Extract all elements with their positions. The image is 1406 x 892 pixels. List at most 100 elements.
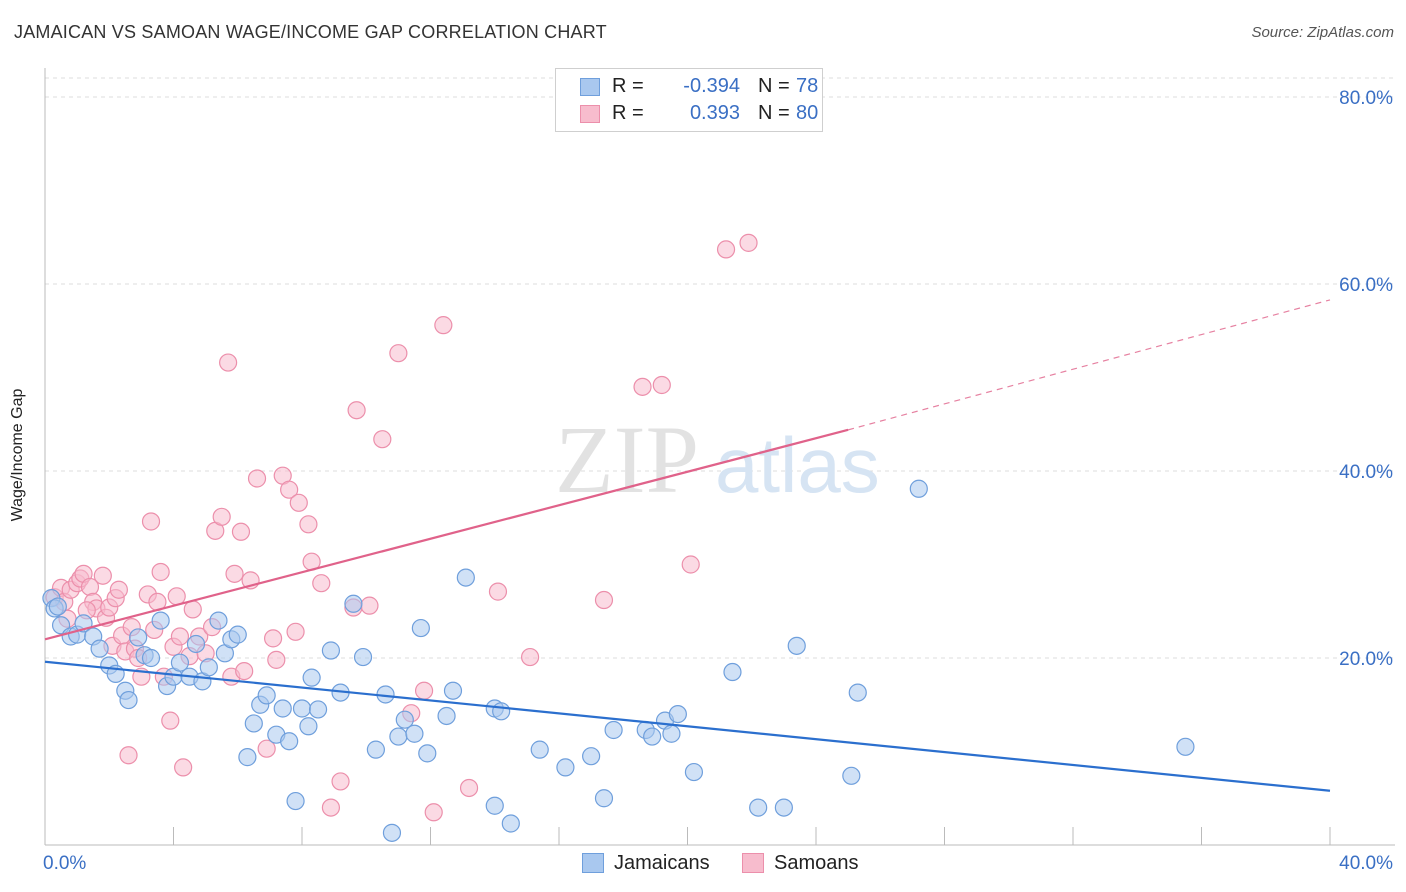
y-tick-label: 40.0%: [1339, 462, 1393, 483]
watermark-zip: ZIP: [555, 406, 699, 513]
samoan-point: [373, 430, 392, 449]
jamaican-point: [302, 668, 321, 687]
jamaican-point: [443, 681, 463, 700]
samoan-point: [716, 240, 736, 259]
jamaican-point: [405, 724, 424, 743]
samoans-trend-extension: [847, 299, 1331, 431]
r-value: 0.393: [689, 102, 740, 124]
jamaicans-trend-line: [44, 660, 1331, 792]
samoans-trend-line: [44, 428, 849, 641]
jamaican-point: [286, 791, 305, 811]
jamaican-point: [643, 727, 662, 746]
samoan-point: [119, 746, 138, 765]
y-tick-label: 60.0%: [1339, 275, 1393, 296]
x-tick-label: 40.0%: [1339, 853, 1393, 874]
r-label: R =: [612, 102, 644, 124]
n-label: N =: [758, 75, 790, 97]
jamaican-point: [787, 636, 806, 655]
samoans-legend-label: Samoans: [774, 852, 859, 874]
samoan-point: [247, 469, 267, 488]
jamaican-point: [170, 653, 190, 672]
jamaican-point: [501, 814, 520, 833]
samoan-point: [225, 564, 244, 583]
grid-lines: [45, 77, 1395, 659]
samoan-point: [219, 353, 238, 372]
jamaican-point: [418, 744, 437, 763]
jamaican-point: [299, 717, 318, 736]
jamaican-point: [151, 611, 170, 630]
samoan-point: [286, 622, 305, 641]
jamaican-point: [292, 699, 312, 718]
jamaican-point: [48, 597, 67, 616]
jamaican-point: [456, 568, 475, 587]
chart-title: JAMAICAN VS SAMOAN WAGE/INCOME GAP CORRE…: [14, 22, 607, 42]
n-value: 78: [796, 75, 819, 97]
samoan-point: [235, 661, 254, 681]
jamaican-point: [119, 690, 138, 710]
samoan-point: [347, 401, 366, 420]
samoan-point: [109, 580, 128, 599]
source-label: Source: ZipAtlas.com: [1251, 24, 1394, 41]
jamaicans-legend-label: Jamaicans: [614, 852, 710, 874]
samoan-point: [321, 798, 341, 817]
jamaican-point: [244, 714, 263, 733]
samoan-point: [488, 582, 508, 601]
jamaican-point: [437, 706, 456, 726]
jamaican-point: [662, 724, 681, 743]
jamaican-point: [604, 720, 623, 740]
samoan-point: [434, 316, 453, 335]
jamaican-point: [344, 594, 363, 613]
samoan-point: [161, 711, 180, 730]
jamaican-point: [842, 766, 861, 785]
jamaican-point: [141, 648, 161, 668]
jamaican-point: [366, 740, 385, 759]
watermark-atlas: atlas: [715, 421, 880, 509]
jamaican-point: [90, 639, 109, 658]
n-value: 80: [796, 102, 819, 124]
correlation-legend: R = -0.394 N = 78 R = 0.393 N = 80: [555, 68, 823, 132]
jamaican-point: [749, 798, 768, 817]
samoan-point: [151, 562, 170, 582]
jamaican-point: [382, 823, 402, 842]
samoan-point: [263, 629, 283, 648]
samoan-point: [257, 739, 276, 758]
samoan-point: [739, 233, 758, 252]
samoan-point: [289, 493, 308, 512]
jamaican-point: [909, 479, 928, 498]
samoan-point: [594, 590, 614, 610]
jamaicans-legend-swatch: [582, 853, 604, 873]
samoan-point: [167, 587, 186, 606]
jamaican-point: [723, 662, 742, 682]
jamaican-point: [492, 702, 511, 721]
samoan-point: [212, 507, 231, 526]
jamaican-point: [321, 641, 341, 660]
samoans-legend-swatch: [742, 853, 764, 873]
y-tick-label: 80.0%: [1339, 88, 1393, 109]
samoan-point: [299, 515, 318, 534]
samoan-point: [170, 627, 190, 646]
samoan-point: [459, 778, 479, 798]
samoan-point: [424, 803, 443, 822]
jamaican-point: [485, 796, 504, 815]
jamaican-point: [582, 747, 601, 766]
jamaican-point: [556, 758, 575, 777]
jamaican-point: [129, 628, 148, 647]
samoan-point: [231, 522, 251, 541]
jamaicans-points: [42, 479, 1195, 842]
tick-labels: 20.0% 40.0% 60.0% 80.0% 0.0% 40.0%: [43, 88, 1393, 874]
jamaican-point: [209, 611, 228, 630]
y-tick-label: 20.0%: [1339, 649, 1393, 670]
samoan-point: [389, 344, 408, 363]
samoan-point: [93, 566, 112, 585]
r-label: R =: [612, 75, 644, 97]
jamaican-point: [308, 700, 328, 719]
jamaican-point: [848, 683, 867, 702]
samoan-point: [312, 574, 331, 593]
trend-lines: [44, 299, 1331, 792]
samoan-point: [360, 596, 379, 615]
samoan-point: [633, 377, 652, 396]
axes: [44, 68, 1395, 846]
jamaican-point: [353, 647, 373, 667]
jamaican-point: [199, 658, 218, 677]
